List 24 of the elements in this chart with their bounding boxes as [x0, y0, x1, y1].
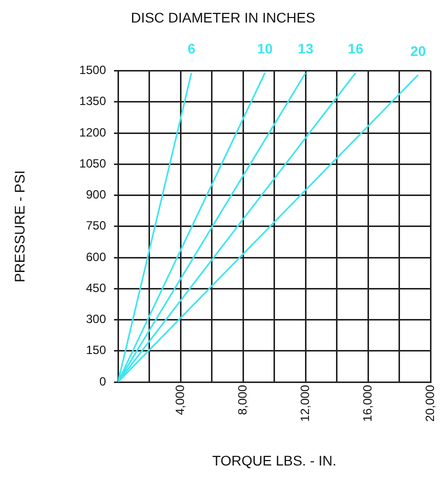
y-tick-label: 0 [99, 374, 106, 388]
x-tick-label: 12,000 [298, 384, 312, 422]
series-label: 6 [188, 40, 196, 57]
x-tick-label: 20,000 [422, 384, 437, 422]
series-label: 13 [298, 40, 314, 57]
y-tick-label: 600 [86, 250, 106, 264]
y-tick-label: 1350 [79, 94, 106, 108]
series-label: 16 [348, 40, 364, 57]
y-axis-title: PRESSURE - PSI [11, 170, 28, 282]
x-tick-label: 8,000 [235, 384, 250, 416]
y-tick-label: 900 [86, 188, 106, 202]
y-tick-label: 750 [86, 218, 106, 233]
y-tick-label: 450 [86, 280, 106, 295]
y-tick-label: 1200 [79, 125, 106, 140]
x-axis-title: TORQUE LBS. - IN. [212, 452, 336, 468]
y-tick-label: 150 [86, 343, 106, 358]
x-tick-label: 4,000 [172, 384, 187, 416]
x-tick-label: 16,000 [360, 384, 374, 422]
series-label: 10 [257, 40, 273, 57]
y-tick-label: 1050 [79, 156, 106, 170]
chart-title: DISC DIAMETER IN INCHES [130, 9, 316, 26]
series-label: 20 [410, 42, 426, 59]
y-tick-label: 300 [86, 312, 106, 326]
y-tick-label: 1500 [79, 63, 106, 78]
